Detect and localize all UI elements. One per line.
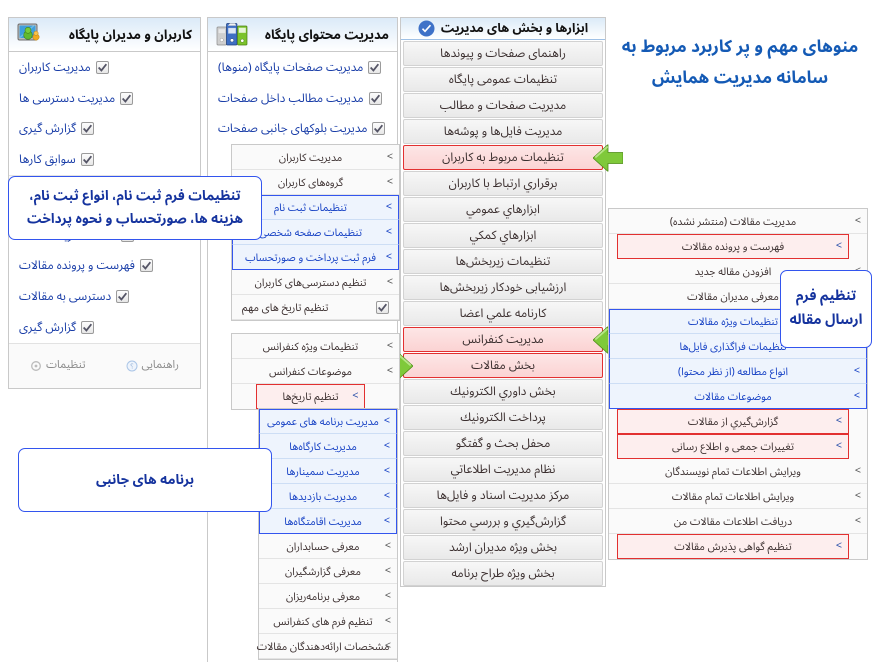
svg-text:؟: ؟ [130,360,133,372]
